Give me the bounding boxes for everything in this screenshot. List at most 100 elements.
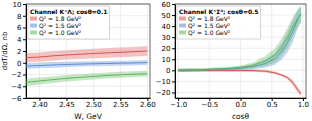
panel: −1.0 −0.5 0.0 0.5 1.0 −20 −10 0 10 20 30 40 50 60 cosθ… (156, 1, 309, 121)
y-tick-mark (172, 59, 175, 60)
x-tick-label: −1.0 (170, 101, 187, 109)
y-tick: 6 (17, 24, 26, 32)
line (178, 70, 301, 94)
legend-entry: Q² = 1.8 GeV² (39, 15, 82, 22)
y-tick: 4 (17, 36, 26, 44)
y-tick: 0 (166, 67, 175, 75)
y-tick-label: 0 (166, 67, 170, 75)
y-tick: −20 (156, 89, 175, 97)
line (178, 15, 301, 71)
marks (26, 46, 147, 86)
band (178, 69, 301, 97)
y-tick-label: −2 (11, 71, 21, 79)
panel: 2.402.452.502.552.60−6−4−20246810W, GeVd… (1, 1, 156, 121)
y-tick: 20 (162, 45, 175, 53)
band (26, 46, 147, 62)
x-tick-label: 2.60 (140, 101, 156, 109)
x-tick-label: 2.45 (59, 101, 75, 109)
legend-swatch (179, 17, 186, 21)
y-tick-mark (172, 26, 175, 27)
x-tick-label: 2.50 (86, 101, 102, 109)
y-tick-mark (172, 48, 175, 49)
y-tick: 10 (162, 56, 175, 64)
plot-frame (175, 4, 306, 98)
y-axis-line (175, 5, 176, 99)
y-tick-label: 10 (13, 1, 22, 9)
y-tick-mark (23, 4, 26, 5)
y-tick-mark (23, 86, 26, 87)
x-tick-label: 2.55 (113, 101, 129, 109)
y-tick-mark (172, 92, 175, 93)
y-tick-label: 20 (162, 45, 171, 53)
x-tick-label: 0.0 (235, 101, 246, 109)
y-tick-mark (23, 63, 26, 64)
y-tick-mark (23, 98, 26, 99)
line (26, 63, 147, 67)
x-axis: −1.0 −0.5 0.0 0.5 1.0 (170, 98, 309, 109)
x-tick: 1.0 (298, 98, 309, 109)
y-tick: −6 (11, 95, 26, 103)
x-tick: −1.0 (170, 98, 187, 109)
grid (26, 4, 150, 98)
x-tick-label: 0.5 (267, 101, 278, 109)
legend-entry: Q² = 1.0 GeV² (39, 29, 82, 36)
y-tick-label: −4 (11, 83, 22, 91)
x-tick-label: 2.40 (32, 101, 48, 109)
y-tick: 60 (162, 1, 175, 9)
band (178, 6, 301, 72)
x-axis-line (27, 98, 151, 99)
x-axis-title: W, GeV (74, 112, 103, 121)
y-tick-label: 30 (162, 34, 171, 42)
legend-swatch (30, 17, 37, 21)
x-tick: 2.45 (59, 98, 75, 109)
y-tick-mark (23, 16, 26, 17)
y-tick: −4 (11, 83, 26, 91)
x-tick: 2.55 (113, 98, 129, 109)
y-tick-label: −10 (156, 78, 171, 86)
x-tick-label: −0.5 (201, 101, 218, 109)
y-tick: 0 (17, 59, 26, 67)
chart-figure: 2.402.452.502.552.60−6−4−20246810W, GeVd… (0, 0, 312, 121)
line (26, 51, 147, 58)
y-tick-label: 40 (162, 23, 171, 31)
y-tick-mark (23, 39, 26, 40)
y-axis: −6 −4 −2 0 2 4 6 8 10 (11, 1, 26, 103)
y-tick-label: 6 (17, 24, 22, 32)
x-tick-label: 1.0 (298, 101, 309, 109)
grid-line-y (26, 98, 150, 99)
legend-swatch (179, 24, 186, 28)
y-axis: −20 −10 0 10 20 30 40 50 60 (156, 1, 176, 99)
x-axis-title: cosθ (232, 112, 250, 121)
y-tick-mark (23, 51, 26, 52)
plot-area (178, 6, 301, 96)
legend-title: Channel K⁺Λ; cosθ=0.1 (30, 8, 107, 15)
grid-line-y (175, 59, 306, 60)
legend-swatch (30, 31, 37, 35)
y-tick: 2 (17, 48, 26, 56)
y-tick: 8 (17, 12, 26, 20)
y-tick-label: 0 (17, 59, 21, 67)
y-tick-label: 50 (162, 12, 171, 20)
x-tick: 0.0 (235, 98, 246, 109)
y-tick-label: 4 (17, 36, 22, 44)
y-tick-label: 2 (17, 48, 21, 56)
marks (178, 6, 301, 96)
legend-swatch (30, 24, 37, 28)
x-tick: 2.40 (32, 98, 48, 109)
legend-entry: Q² = 1.5 GeV² (188, 22, 231, 29)
y-tick-mark (23, 28, 26, 29)
band (178, 6, 301, 72)
grid-line-y (175, 81, 306, 82)
y-tick-mark (172, 81, 175, 82)
y-tick: −10 (156, 78, 175, 86)
y-tick: 10 (13, 1, 26, 9)
y-tick-mark (172, 70, 175, 71)
grid-line-x (302, 4, 303, 98)
y-tick: −2 (11, 71, 26, 79)
y-tick-mark (172, 37, 175, 38)
y-tick-label: −6 (11, 95, 22, 103)
x-tick: 0.5 (267, 98, 278, 109)
legend-box (177, 6, 261, 39)
y-tick-label: 60 (162, 1, 171, 9)
y-tick-mark (172, 4, 175, 5)
